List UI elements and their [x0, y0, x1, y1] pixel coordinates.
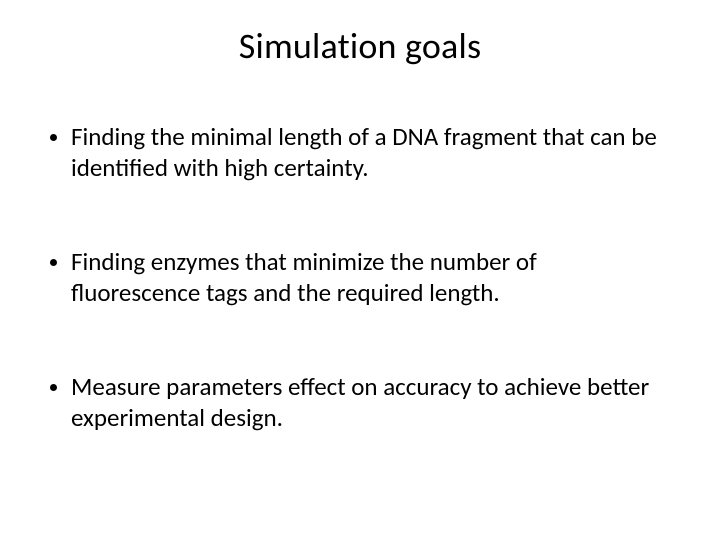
bullet-icon — [50, 134, 57, 141]
slide-title: Simulation goals — [0, 24, 720, 68]
bullet-icon — [50, 384, 57, 391]
slide-body: Finding the minimal length of a DNA frag… — [50, 122, 670, 433]
bullet-text: Finding enzymes that minimize the number… — [71, 247, 670, 308]
bullet-text: Measure parameters effect on accuracy to… — [71, 372, 670, 433]
bullet-icon — [50, 259, 57, 266]
bullet-text: Finding the minimal length of a DNA frag… — [71, 122, 670, 183]
bullet-item: Finding enzymes that minimize the number… — [50, 247, 670, 308]
bullet-item: Measure parameters effect on accuracy to… — [50, 372, 670, 433]
slide: Simulation goals Finding the minimal len… — [0, 0, 720, 540]
bullet-item: Finding the minimal length of a DNA frag… — [50, 122, 670, 183]
